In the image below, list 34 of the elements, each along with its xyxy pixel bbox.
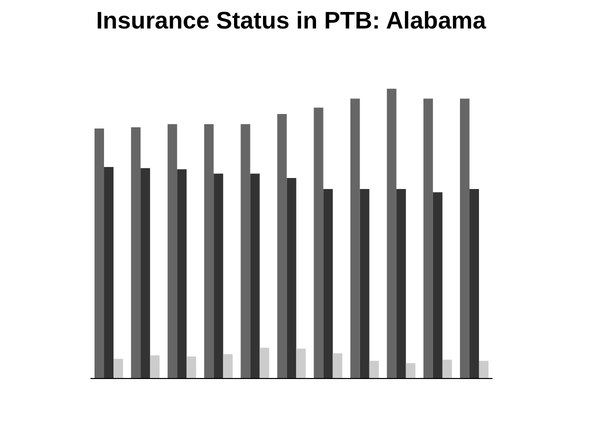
bar [168, 124, 178, 378]
bar [314, 108, 324, 378]
bar [296, 348, 306, 378]
bar [286, 178, 296, 378]
bar [204, 124, 214, 378]
bar [131, 127, 141, 378]
bar [332, 353, 342, 378]
bar [323, 189, 333, 378]
bar [214, 174, 224, 378]
bar [386, 88, 396, 378]
bar [177, 169, 187, 378]
bar [223, 354, 233, 378]
bar [250, 174, 260, 378]
bar [369, 360, 379, 378]
bar [432, 192, 442, 378]
bar [150, 355, 160, 378]
bar [469, 189, 479, 378]
bar [478, 360, 488, 378]
bar [260, 348, 270, 378]
bar [442, 360, 452, 378]
bar [360, 189, 370, 378]
bar [277, 114, 287, 378]
bar [423, 98, 433, 378]
bar [104, 166, 114, 378]
bar [114, 358, 124, 378]
bar [94, 128, 104, 378]
bar [406, 363, 416, 378]
chart-title: Insurance Status in PTB: Alabama [96, 8, 487, 34]
bar [350, 98, 360, 378]
bar [396, 189, 406, 378]
bar [186, 356, 196, 378]
bar [240, 124, 250, 378]
bar [140, 168, 150, 378]
bar [460, 98, 470, 378]
